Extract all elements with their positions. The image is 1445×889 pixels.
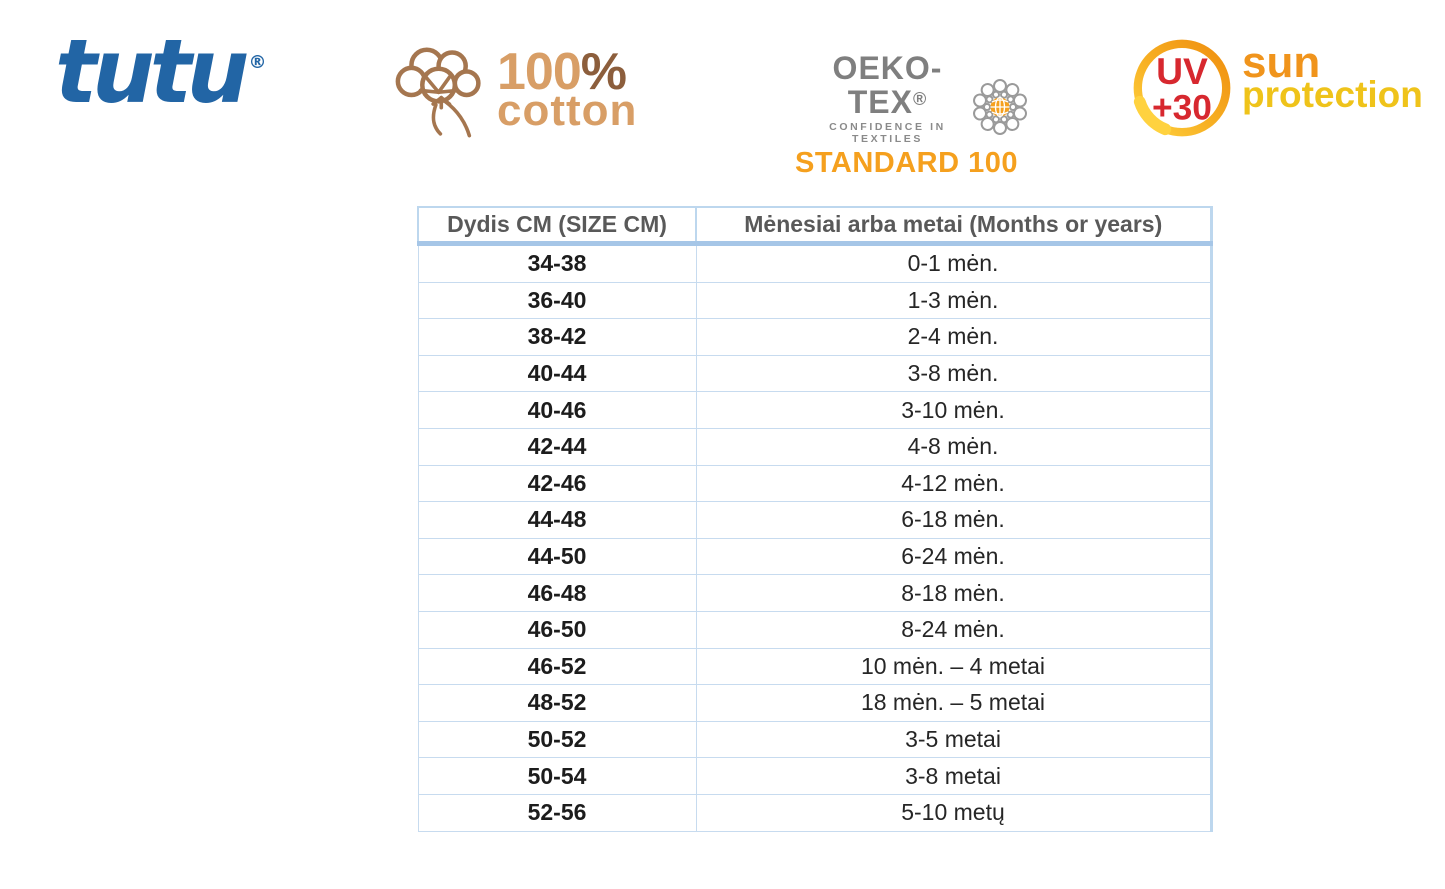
protection-text: protection bbox=[1242, 74, 1423, 116]
table-row: 50-54 3-8 metai bbox=[417, 757, 1212, 795]
uv-wordmark: sun protection bbox=[1242, 38, 1423, 116]
oekotex-tagline: CONFIDENCE IN TEXTILES bbox=[829, 121, 946, 146]
size-cell: 44-50 bbox=[417, 537, 697, 576]
size-cell: 46-48 bbox=[417, 574, 697, 612]
tutu-wordmark: tutu bbox=[55, 20, 249, 123]
table-row: 40-44 3-8 mėn. bbox=[417, 354, 1212, 393]
sun-text: sun bbox=[1242, 38, 1321, 87]
age-cell: 10 mėn. – 4 metai bbox=[695, 647, 1212, 686]
size-cell: 42-44 bbox=[417, 427, 697, 466]
table-row: 44-48 6-18 mėn. bbox=[417, 501, 1212, 539]
size-cell: 50-54 bbox=[417, 757, 697, 795]
age-cell: 8-18 mėn. bbox=[695, 574, 1212, 612]
table-row: 36-40 1-3 mėn. bbox=[417, 281, 1212, 320]
table-row: 46-48 8-18 mėn. bbox=[417, 574, 1212, 612]
size-cell: 34-38 bbox=[417, 243, 697, 283]
uv-text: UV bbox=[1156, 50, 1208, 92]
size-cell: 46-52 bbox=[417, 647, 697, 686]
oekotex-brand: OEKO-TEX bbox=[832, 50, 943, 120]
cotton-word: cotton bbox=[497, 86, 638, 136]
table-row: 48-52 18 mėn. – 5 metai bbox=[417, 684, 1212, 722]
age-column-header: Mėnesiai arba metai (Months or years) bbox=[695, 206, 1212, 246]
age-cell: 3-8 metai bbox=[695, 757, 1212, 795]
age-cell: 18 mėn. – 5 metai bbox=[695, 684, 1212, 722]
size-cell: 42-46 bbox=[417, 464, 697, 503]
age-cell: 8-24 mėn. bbox=[695, 610, 1212, 649]
size-column-header: Dydis CM (SIZE CM) bbox=[417, 206, 697, 246]
cotton-wordmark: 100% cotton bbox=[497, 46, 638, 136]
age-cell: 3-5 metai bbox=[695, 720, 1212, 759]
age-cell: 2-4 mėn. bbox=[695, 318, 1212, 356]
size-cell: 40-44 bbox=[417, 354, 697, 393]
registered-mark: ® bbox=[912, 88, 928, 109]
uv-badge-icon: UV +30 bbox=[1133, 39, 1231, 137]
age-cell: 3-10 mėn. bbox=[695, 391, 1212, 429]
tutu-logo: tutu ® bbox=[55, 28, 266, 116]
size-cell: 46-50 bbox=[417, 610, 697, 649]
table-row: 34-38 0-1 mėn. bbox=[417, 243, 1212, 283]
age-cell: 3-8 mėn. bbox=[695, 354, 1212, 393]
size-table: Dydis CM (SIZE CM) Mėnesiai arba metai (… bbox=[417, 206, 1213, 832]
age-cell: 4-12 mėn. bbox=[695, 464, 1212, 503]
table-row: 42-44 4-8 mėn. bbox=[417, 427, 1212, 466]
table-row: 46-52 10 mėn. – 4 metai bbox=[417, 647, 1212, 686]
cotton-percent-sign: % bbox=[580, 42, 627, 101]
table-row: 50-52 3-5 metai bbox=[417, 720, 1212, 759]
size-cell: 36-40 bbox=[417, 281, 697, 320]
size-cell: 38-42 bbox=[417, 318, 697, 356]
cotton-flower-icon bbox=[395, 47, 481, 138]
table-row: 40-46 3-10 mėn. bbox=[417, 391, 1212, 429]
registered-mark: ® bbox=[248, 52, 267, 73]
oekotex-emblem-icon bbox=[973, 79, 1027, 135]
oekotex-standard: STANDARD 100 bbox=[795, 147, 1019, 180]
table-row: 42-46 4-12 mėn. bbox=[417, 464, 1212, 503]
size-table-body: 34-38 0-1 mėn. 36-40 1-3 mėn. 38-42 2-4 mėn. 4… bbox=[417, 243, 1212, 832]
age-cell: 1-3 mėn. bbox=[695, 281, 1212, 320]
age-cell: 6-18 mėn. bbox=[695, 501, 1212, 539]
oekotex-logo: OEKO-TEX® CONFIDENCE IN TEXTILES STANDAR… bbox=[795, 50, 1045, 180]
age-cell: 5-10 metų bbox=[695, 793, 1212, 832]
uv-protection-logo: UV +30 sun protection bbox=[1126, 33, 1423, 143]
table-row: 46-50 8-24 mėn. bbox=[417, 610, 1212, 649]
table-row: 38-42 2-4 mėn. bbox=[417, 318, 1212, 356]
size-cell: 52-56 bbox=[417, 793, 697, 832]
size-cell: 40-46 bbox=[417, 391, 697, 429]
table-header-row: Dydis CM (SIZE CM) Mėnesiai arba metai (… bbox=[417, 206, 1212, 246]
size-cell: 44-48 bbox=[417, 501, 697, 539]
age-cell: 4-8 mėn. bbox=[695, 427, 1212, 466]
uv-plus30-text: +30 bbox=[1152, 88, 1212, 127]
age-cell: 0-1 mėn. bbox=[695, 243, 1212, 283]
size-cell: 48-52 bbox=[417, 684, 697, 722]
cotton-logo: 100% cotton bbox=[385, 38, 637, 142]
size-cell: 50-52 bbox=[417, 720, 697, 759]
table-row: 52-56 5-10 metų bbox=[417, 793, 1212, 832]
cotton-100-text: 100 bbox=[497, 42, 582, 101]
age-cell: 6-24 mėn. bbox=[695, 537, 1212, 576]
table-row: 44-50 6-24 mėn. bbox=[417, 537, 1212, 576]
